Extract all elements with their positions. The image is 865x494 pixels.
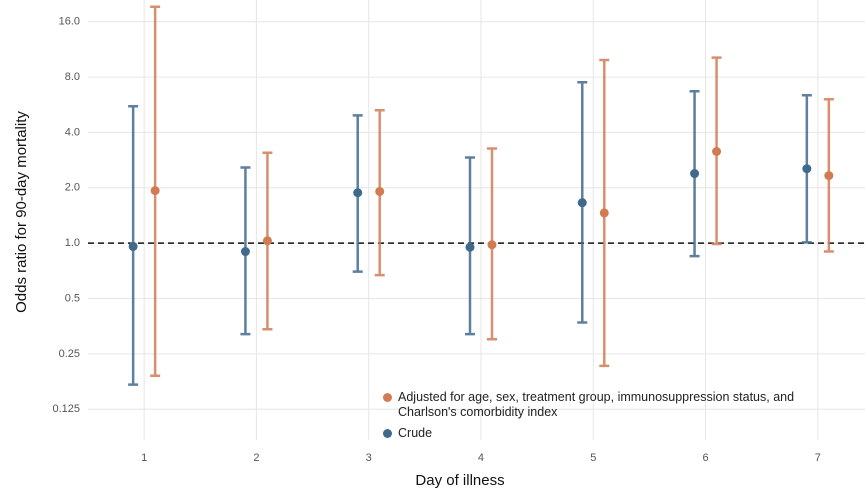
point (487, 240, 497, 250)
legend-marker (383, 429, 392, 438)
point (712, 147, 722, 157)
legend-marker (383, 393, 392, 402)
point (465, 242, 475, 252)
point (353, 188, 363, 198)
x-tick-label: 1 (141, 452, 147, 464)
y-axis-label: Odds ratio for 90-day mortality (13, 111, 30, 313)
x-tick-label: 3 (366, 452, 372, 464)
legend-label: Adjusted for age, sex, treatment group, … (398, 390, 795, 419)
legend-item: Adjusted for age, sex, treatment group, … (380, 390, 798, 420)
y-tick-label: 16.0 (59, 16, 80, 28)
point (802, 164, 812, 174)
x-tick-label: 2 (253, 452, 259, 464)
x-axis-label: Day of illness (415, 472, 504, 489)
y-tick-label: 2.0 (65, 182, 80, 194)
point (240, 247, 250, 257)
x-tick-label: 6 (702, 452, 708, 464)
x-tick-label: 4 (478, 452, 484, 464)
legend-item: Crude (380, 426, 798, 441)
point (128, 241, 138, 251)
y-tick-label: 1.0 (65, 237, 80, 249)
y-tick-label: 0.125 (52, 403, 80, 415)
point (577, 198, 587, 208)
point (262, 236, 272, 246)
y-tick-label: 0.5 (65, 292, 80, 304)
point (824, 171, 834, 181)
point (599, 208, 609, 218)
point (375, 186, 385, 196)
point (690, 169, 700, 179)
x-tick-label: 5 (590, 452, 596, 464)
x-tick-label: 7 (815, 452, 821, 464)
legend-label: Crude (398, 426, 433, 440)
y-tick-label: 0.25 (59, 348, 80, 360)
y-tick-label: 8.0 (65, 71, 80, 83)
y-tick-label: 4.0 (65, 126, 80, 138)
point (150, 186, 160, 196)
